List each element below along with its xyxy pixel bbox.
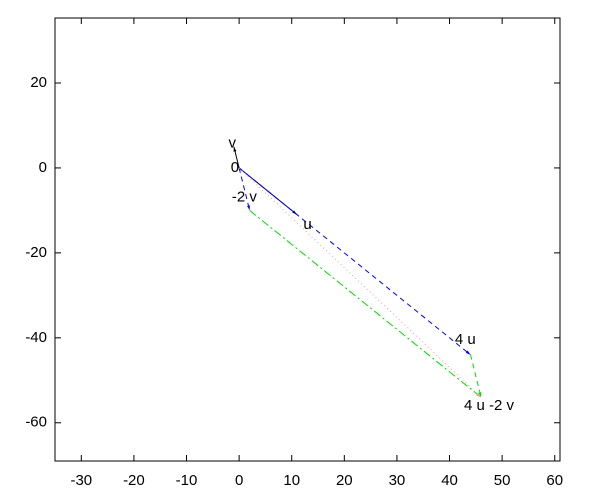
y-tick-label: 20 (30, 74, 47, 91)
vector-arrow (470, 354, 482, 398)
x-tick-label: -10 (176, 472, 198, 489)
x-tick-label: 0 (235, 472, 243, 489)
point-label: 4 u (455, 331, 476, 348)
point-label: -2 v (232, 189, 258, 206)
y-tick-label: 0 (39, 159, 47, 176)
vector-arrow (238, 167, 251, 211)
x-tick-label: -30 (70, 472, 92, 489)
vector-arrow (238, 167, 471, 356)
plot-frame (54, 17, 561, 462)
x-tick-label: 10 (283, 472, 300, 489)
vector-arrow (249, 210, 482, 398)
y-tick-label: -20 (25, 244, 47, 261)
x-tick-label: 60 (546, 472, 563, 489)
y-tick-label: -40 (25, 329, 47, 346)
point-label: 0 (231, 159, 239, 176)
vector-arrow (233, 146, 240, 169)
y-tick-label: -60 (25, 414, 47, 431)
point-label: v (229, 135, 237, 152)
point-label: u (303, 216, 311, 233)
point-label: 4 u -2 v (464, 397, 515, 414)
x-tick-label: 40 (441, 472, 458, 489)
x-tick-label: 20 (336, 472, 353, 489)
x-tick-label: 50 (494, 472, 511, 489)
vector-arrow (238, 167, 482, 398)
x-tick-label: -20 (123, 472, 145, 489)
x-tick-label: 30 (389, 472, 406, 489)
